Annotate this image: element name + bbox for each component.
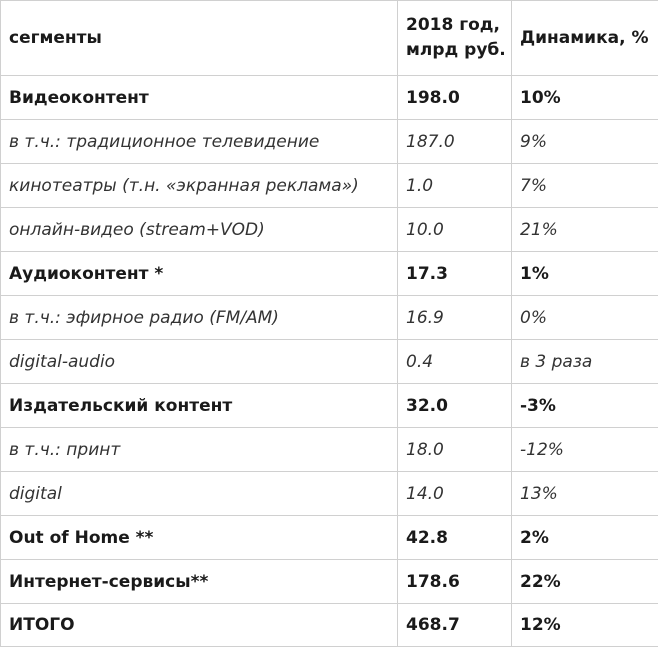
cell-segment: в т.ч.: принт (1, 428, 398, 472)
cell-segment: кинотеатры (т.н. «экранная реклама») (1, 164, 398, 208)
header-row: сегменты 2018 год, млрд руб. Динамика, % (1, 1, 658, 76)
cell-segment: Интернет-сервисы** (1, 560, 398, 604)
cell-value: 0.4 (398, 340, 512, 384)
cell-value: 14.0 (398, 472, 512, 516)
table-row: онлайн-видео (stream+VOD) 10.0 21% (1, 208, 658, 252)
cell-value: 198.0 (398, 76, 512, 120)
cell-dynamics: -12% (512, 428, 658, 472)
cell-dynamics: 2% (512, 516, 658, 560)
table-header: сегменты 2018 год, млрд руб. Динамика, % (1, 1, 658, 76)
cell-dynamics: -3% (512, 384, 658, 428)
cell-dynamics: 10% (512, 76, 658, 120)
cell-dynamics: 0% (512, 296, 658, 340)
cell-segment: в т.ч.: эфирное радио (FM/AM) (1, 296, 398, 340)
cell-value: 1.0 (398, 164, 512, 208)
cell-dynamics: в 3 раза (512, 340, 658, 384)
table-row: в т.ч.: традиционное телевидение 187.0 9… (1, 120, 658, 164)
table-row: Видеоконтент 198.0 10% (1, 76, 658, 120)
cell-dynamics: 7% (512, 164, 658, 208)
cell-value: 17.3 (398, 252, 512, 296)
cell-dynamics: 21% (512, 208, 658, 252)
cell-value: 10.0 (398, 208, 512, 252)
cell-dynamics: 9% (512, 120, 658, 164)
cell-dynamics: 12% (512, 604, 658, 647)
header-segments: сегменты (1, 1, 398, 76)
table-row: Интернет-сервисы** 178.6 22% (1, 560, 658, 604)
table-row: digital-audio 0.4 в 3 раза (1, 340, 658, 384)
table-row: в т.ч.: принт 18.0 -12% (1, 428, 658, 472)
cell-value: 16.9 (398, 296, 512, 340)
cell-dynamics: 13% (512, 472, 658, 516)
cell-value: 42.8 (398, 516, 512, 560)
total-row: ИТОГО 468.7 12% (1, 604, 658, 647)
cell-segment: онлайн-видео (stream+VOD) (1, 208, 398, 252)
header-year-line2: млрд руб. (406, 38, 511, 63)
cell-segment: digital (1, 472, 398, 516)
cell-value: 187.0 (398, 120, 512, 164)
table-row: в т.ч.: эфирное радио (FM/AM) 16.9 0% (1, 296, 658, 340)
cell-segment: в т.ч.: традиционное телевидение (1, 120, 398, 164)
table-row: Издательский контент 32.0 -3% (1, 384, 658, 428)
table-row: Аудиоконтент * 17.3 1% (1, 252, 658, 296)
header-dynamics: Динамика, % (512, 1, 658, 76)
cell-value: 32.0 (398, 384, 512, 428)
table-body: Видеоконтент 198.0 10% в т.ч.: традицион… (1, 76, 658, 647)
cell-dynamics: 22% (512, 560, 658, 604)
cell-segment: ИТОГО (1, 604, 398, 647)
header-year-line1: 2018 год, (406, 13, 511, 38)
cell-segment: Аудиоконтент * (1, 252, 398, 296)
table-row: Out of Home ** 42.8 2% (1, 516, 658, 560)
cell-value: 18.0 (398, 428, 512, 472)
cell-segment: Издательский контент (1, 384, 398, 428)
cell-value: 178.6 (398, 560, 512, 604)
table-row: digital 14.0 13% (1, 472, 658, 516)
cell-value: 468.7 (398, 604, 512, 647)
header-year-value: 2018 год, млрд руб. (398, 1, 512, 76)
cell-segment: digital-audio (1, 340, 398, 384)
cell-segment: Видеоконтент (1, 76, 398, 120)
table-row: кинотеатры (т.н. «экранная реклама») 1.0… (1, 164, 658, 208)
cell-segment: Out of Home ** (1, 516, 398, 560)
cell-dynamics: 1% (512, 252, 658, 296)
